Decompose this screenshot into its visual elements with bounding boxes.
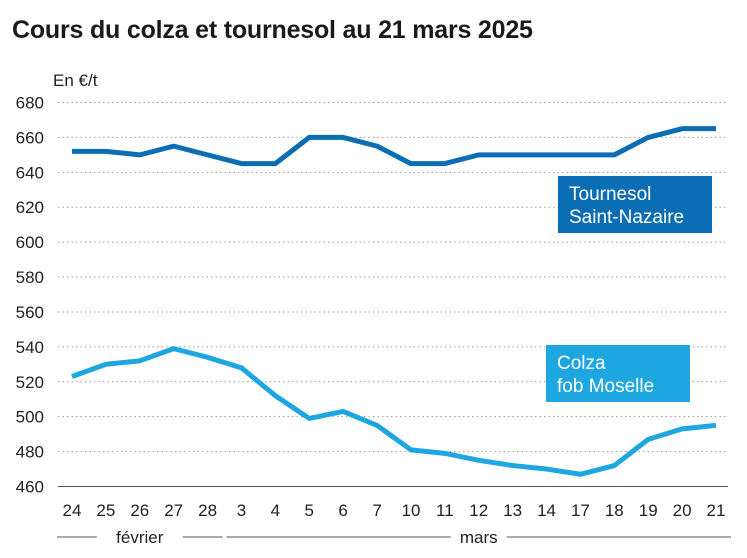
y-tick-label: 640 bbox=[16, 163, 44, 182]
x-tick-label: 24 bbox=[63, 501, 82, 520]
series-line-0 bbox=[72, 129, 716, 164]
month-label: mars bbox=[460, 528, 498, 547]
x-tick-label: 18 bbox=[605, 501, 624, 520]
x-tick-label: 12 bbox=[469, 501, 488, 520]
month-label: février bbox=[116, 528, 164, 547]
x-tick-label: 6 bbox=[338, 501, 347, 520]
series-label-text: Colza bbox=[557, 353, 606, 374]
series-label-text: Saint-Nazaire bbox=[569, 207, 684, 228]
y-tick-label: 540 bbox=[16, 338, 44, 357]
x-tick-label: 4 bbox=[271, 501, 280, 520]
x-tick-label: 25 bbox=[96, 501, 115, 520]
x-tick-label: 26 bbox=[130, 501, 149, 520]
y-tick-label: 480 bbox=[16, 443, 44, 462]
y-axis-ticks: 460 480 500 520 540 560 580 600 620 640 660 680 bbox=[16, 94, 44, 497]
y-tick-label: 460 bbox=[16, 478, 44, 497]
series-label-text: fob Moselle bbox=[557, 376, 654, 397]
x-tick-label: 13 bbox=[503, 501, 522, 520]
y-tick-label: 580 bbox=[16, 268, 44, 287]
y-tick-label: 560 bbox=[16, 303, 44, 322]
grid-lines bbox=[58, 103, 728, 487]
y-axis-label: En €/t bbox=[53, 71, 98, 90]
y-tick-label: 600 bbox=[16, 233, 44, 252]
series-label-text: Tournesol bbox=[569, 184, 651, 205]
y-tick-label: 680 bbox=[16, 94, 44, 113]
y-tick-label: 520 bbox=[16, 373, 44, 392]
x-tick-label: 21 bbox=[707, 501, 726, 520]
x-tick-label: 28 bbox=[198, 501, 217, 520]
x-tick-label: 5 bbox=[305, 501, 314, 520]
y-tick-label: 620 bbox=[16, 198, 44, 217]
month-brackets: février mars bbox=[57, 528, 731, 547]
y-tick-label: 500 bbox=[16, 408, 44, 427]
x-tick-label: 20 bbox=[673, 501, 692, 520]
x-tick-label: 3 bbox=[237, 501, 246, 520]
x-tick-label: 17 bbox=[571, 501, 590, 520]
x-axis-ticks: 24 25 26 27 28 3 4 5 6 7 10 11 12 13 14 17 18 19 20 21 bbox=[63, 501, 726, 520]
x-tick-label: 11 bbox=[436, 501, 454, 520]
x-tick-label: 7 bbox=[372, 501, 381, 520]
y-tick-label: 660 bbox=[16, 128, 44, 147]
x-tick-label: 27 bbox=[164, 501, 183, 520]
x-tick-label: 19 bbox=[639, 501, 658, 520]
x-tick-label: 14 bbox=[537, 501, 556, 520]
x-tick-label: 10 bbox=[401, 501, 420, 520]
